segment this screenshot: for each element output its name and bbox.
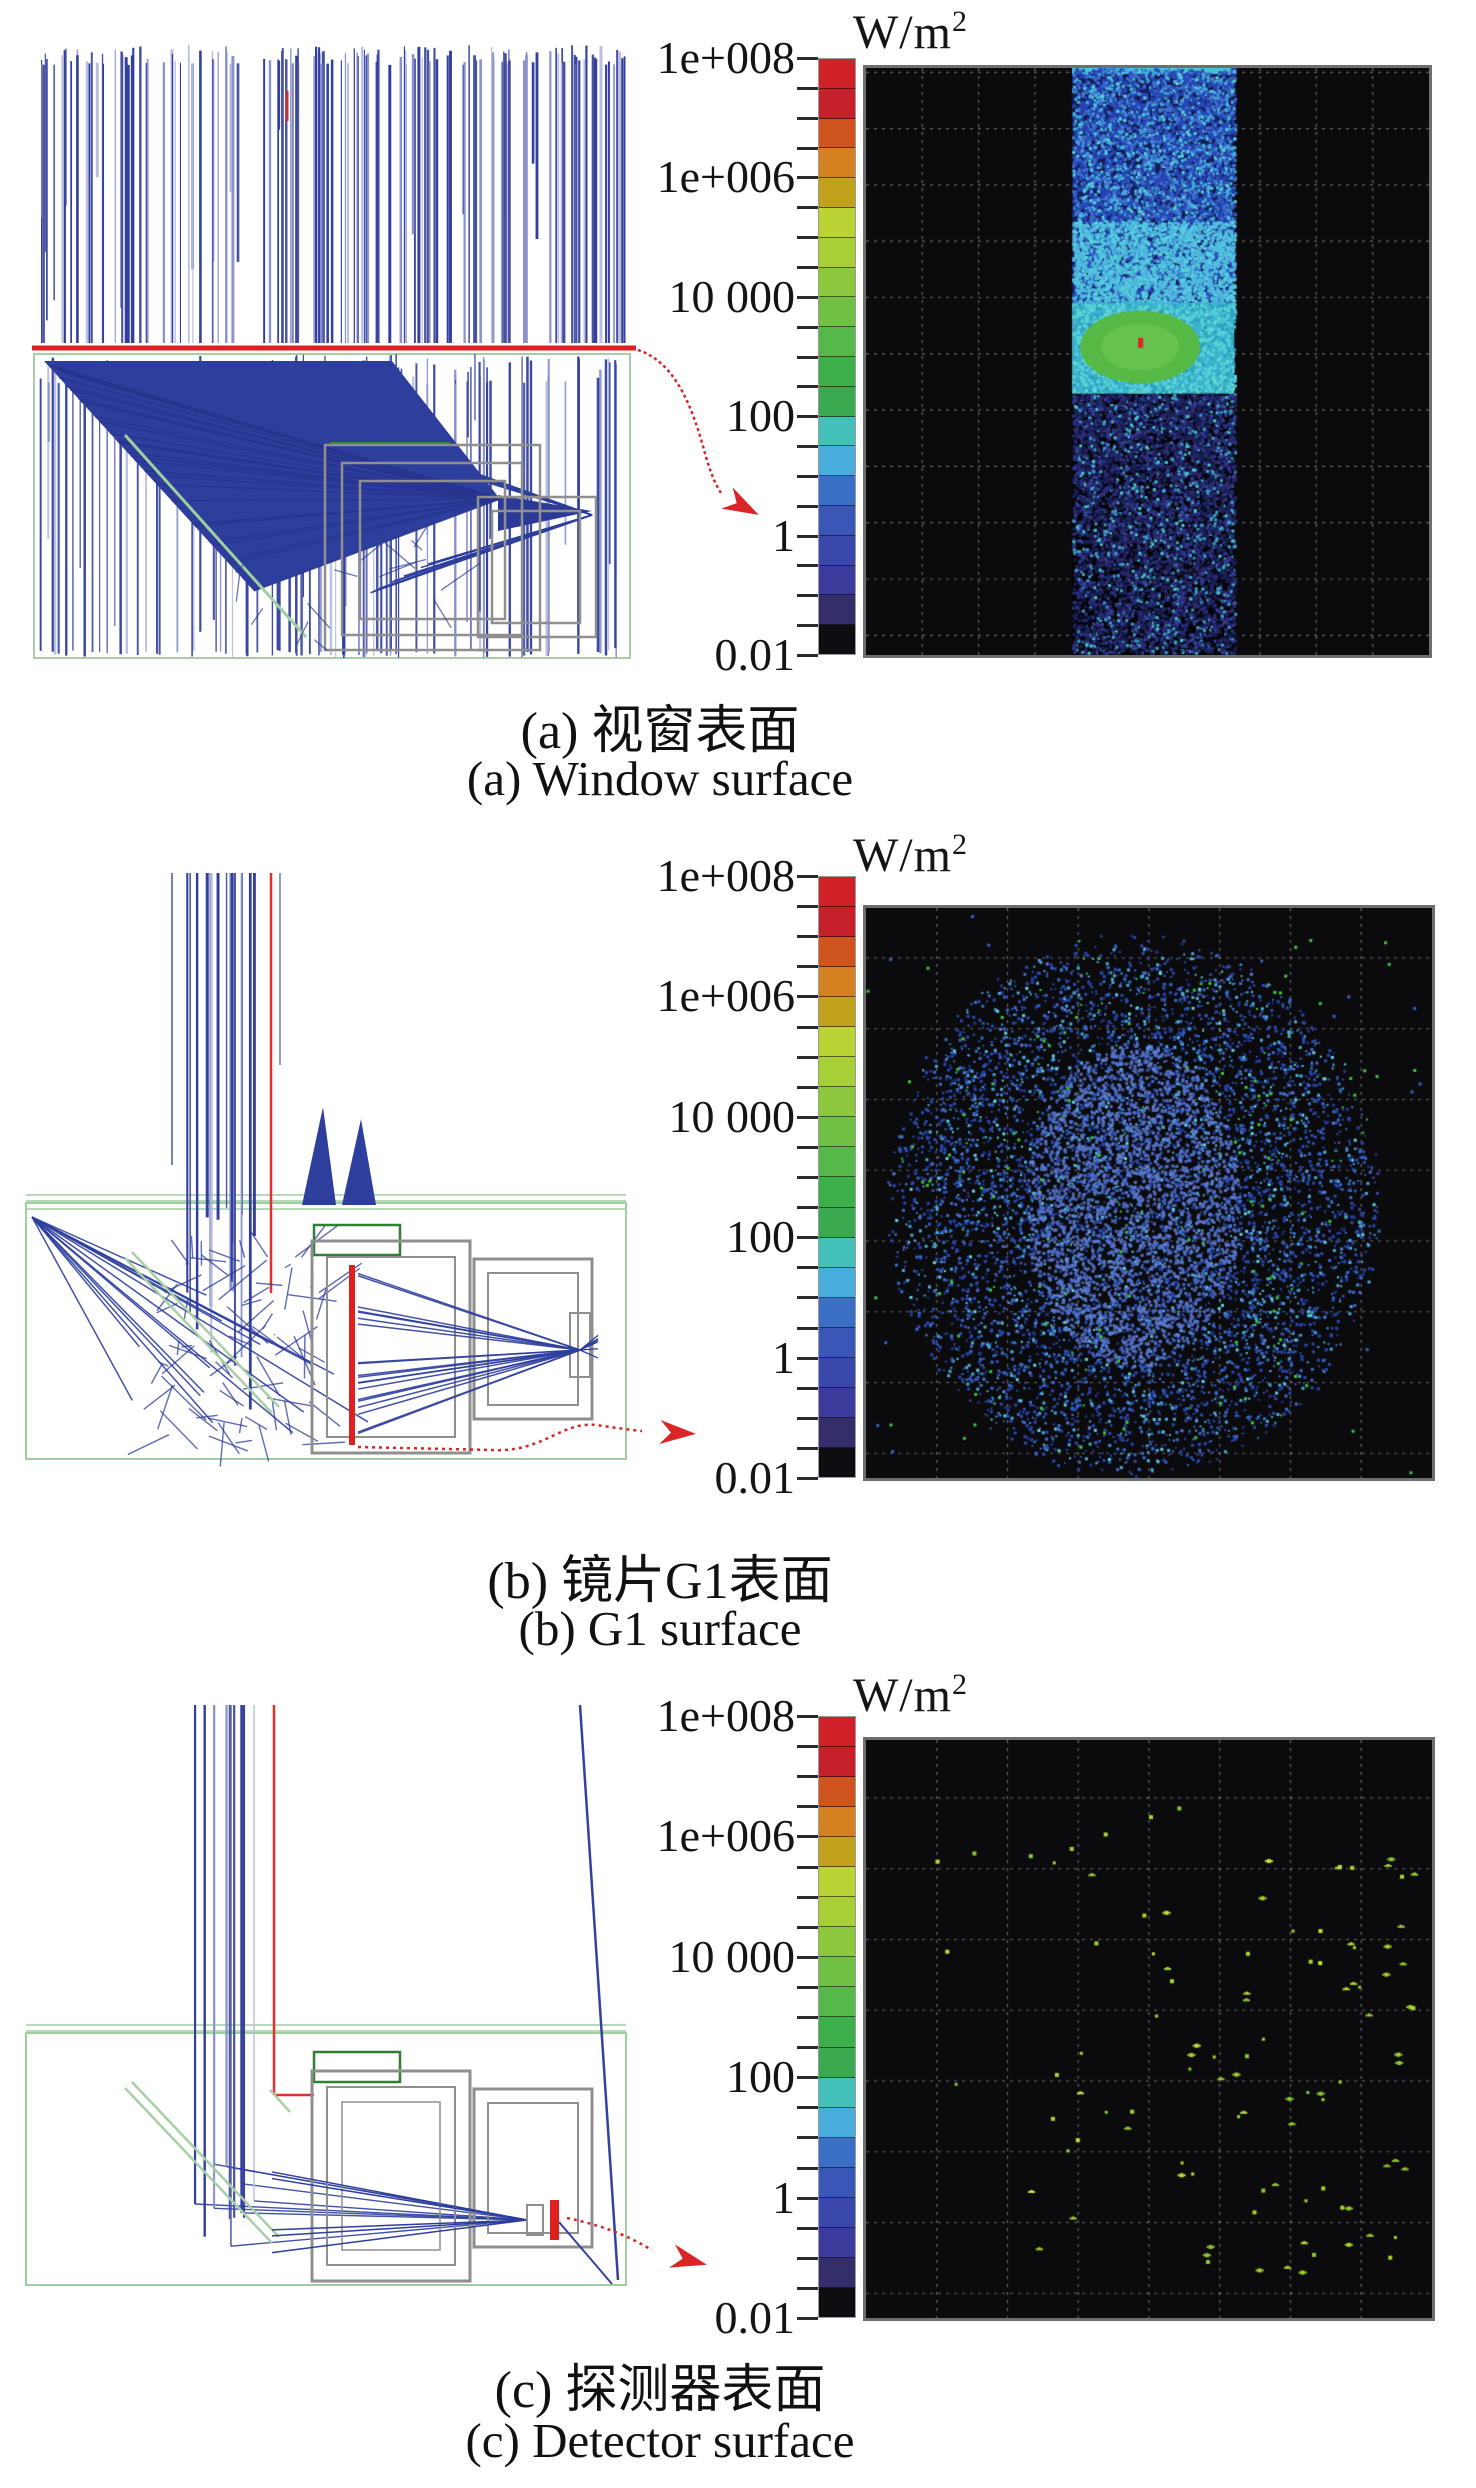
colorbar-ticks <box>797 57 818 657</box>
ray-trace-diagram-window <box>32 45 759 659</box>
colorbar-ticks <box>797 875 818 1480</box>
ray-trace-diagram-detector <box>25 1704 707 2286</box>
colorbar-tick-labels: 1e+008 1e+006 10 000 100 1 0.01 <box>656 850 795 1503</box>
caption-en: (b) G1 surface <box>518 1601 802 1656</box>
panel-window-surface: W/m2 1e+008 1e+006 10 000 100 1 0.01 (a) 视窗表面… <box>0 0 1476 810</box>
caption-en: (c) Detector surface <box>465 2413 855 2468</box>
colorbar-ticks <box>797 1715 818 2320</box>
colorbar <box>818 58 856 655</box>
unit-label: W/m2 <box>853 1668 968 1722</box>
irradiance-map-detector <box>863 1737 1435 2321</box>
caption-zh: (b) 镜片G1表面 <box>487 1553 833 1610</box>
colorbar-tick-labels: 1e+008 1e+006 10 000 100 1 0.01 <box>656 32 795 680</box>
caption-zh: (c) 探测器表面 <box>494 2362 826 2419</box>
colorbar-tick-labels: 1e+008 1e+006 10 000 100 1 0.01 <box>656 1690 795 2343</box>
unit-label: W/m2 <box>853 5 968 59</box>
panel-detector-surface: W/m2 1e+008 1e+006 10 000 100 1 0.01 (c) 探测器表… <box>0 1655 1476 2488</box>
colorbar <box>818 876 856 1478</box>
caption-zh: (a) 视窗表面 <box>520 703 800 760</box>
colorbar <box>818 1716 856 2318</box>
ray-trace-diagram-g1 <box>25 873 696 1467</box>
panel-g1-surface: W/m2 1e+008 1e+006 10 000 100 1 0.01 (b) 镜片G1… <box>0 810 1476 1656</box>
unit-label: W/m2 <box>853 828 968 882</box>
irradiance-map-g1 <box>863 905 1435 1481</box>
irradiance-map-window <box>863 65 1432 658</box>
caption-en: (a) Window surface <box>466 751 854 806</box>
